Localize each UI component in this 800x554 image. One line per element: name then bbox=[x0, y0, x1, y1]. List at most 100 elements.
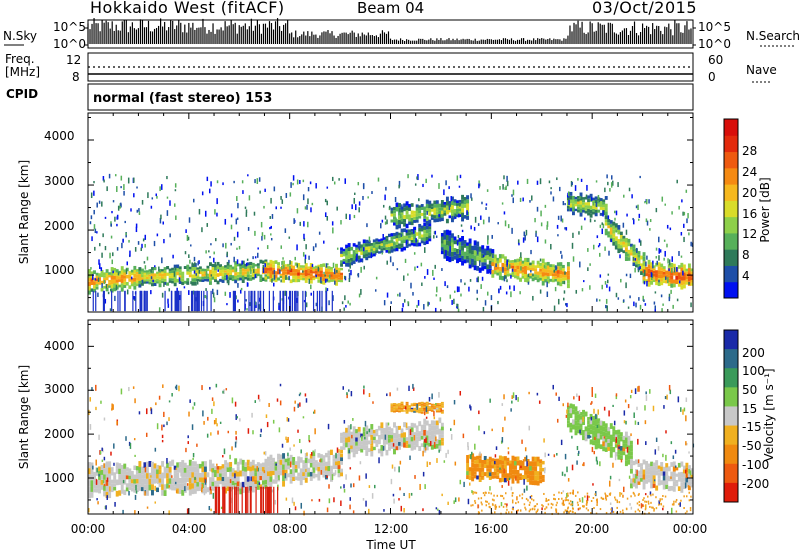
scatter-cell bbox=[572, 256, 575, 262]
heatmap-cell bbox=[387, 442, 391, 447]
scatter-cell bbox=[154, 265, 156, 268]
scatter-cell bbox=[467, 445, 469, 451]
scatter-cell bbox=[458, 497, 460, 502]
heatmap-cell bbox=[418, 210, 422, 214]
heatmap-cell bbox=[491, 258, 495, 263]
scatter-cell bbox=[283, 290, 285, 312]
heatmap-cell bbox=[93, 270, 96, 275]
heatmap-cell bbox=[110, 479, 114, 484]
scatter-cell bbox=[554, 498, 556, 501]
heatmap-cell bbox=[340, 272, 344, 276]
scatter-cell bbox=[690, 302, 692, 308]
scatter-cell bbox=[485, 500, 487, 503]
scatter-cell bbox=[103, 463, 105, 469]
scatter-cell bbox=[669, 227, 672, 231]
scatter-cell bbox=[254, 290, 256, 312]
heatmap-cell bbox=[100, 273, 104, 278]
scatter-cell bbox=[304, 393, 307, 397]
heatmap-cell bbox=[342, 439, 346, 443]
heatmap-cell bbox=[317, 264, 321, 268]
scatter-cell bbox=[524, 447, 527, 452]
scatter-cell bbox=[145, 290, 147, 312]
scatter-cell bbox=[520, 465, 522, 469]
scatter-cell bbox=[620, 492, 623, 495]
heatmap-cell bbox=[128, 472, 132, 476]
heatmap-cell bbox=[657, 482, 661, 486]
heatmap-cell bbox=[297, 456, 301, 461]
heatmap-cell bbox=[274, 470, 278, 475]
heatmap-cell bbox=[203, 271, 207, 274]
heatmap-cell bbox=[544, 272, 548, 276]
scatter-cell bbox=[577, 491, 579, 494]
scatter-cell bbox=[663, 405, 665, 409]
scatter-cell bbox=[140, 290, 142, 312]
heatmap-cell bbox=[642, 276, 646, 280]
scatter-cell bbox=[168, 510, 170, 515]
scatter-cell bbox=[515, 502, 517, 505]
scatter-cell bbox=[531, 195, 533, 201]
heatmap-cell bbox=[672, 476, 676, 482]
scatter-cell bbox=[645, 218, 648, 223]
heatmap-cell bbox=[604, 447, 608, 452]
scatter-cell bbox=[519, 291, 521, 295]
heatmap-cell bbox=[191, 461, 195, 467]
heatmap-cell bbox=[282, 267, 286, 272]
scatter-cell bbox=[612, 510, 615, 513]
heatmap-cell bbox=[337, 272, 341, 275]
heatmap-cell bbox=[221, 279, 225, 283]
heatmap-cell bbox=[176, 278, 180, 283]
scatter-cell bbox=[565, 227, 568, 231]
scatter-cell bbox=[522, 197, 524, 202]
scatter-cell bbox=[573, 396, 575, 400]
scatter-cell bbox=[407, 301, 409, 304]
scatter-cell bbox=[412, 292, 414, 296]
heatmap-cell bbox=[216, 484, 220, 488]
heatmap-cell bbox=[443, 212, 447, 216]
heatmap-cell bbox=[244, 462, 248, 467]
heatmap-cell bbox=[312, 268, 316, 272]
scatter-cell bbox=[382, 204, 385, 208]
heatmap-cell bbox=[438, 434, 442, 440]
heatmap-cell bbox=[118, 468, 122, 475]
heatmap-cell bbox=[385, 235, 389, 239]
heatmap-cell bbox=[128, 274, 132, 279]
heatmap-cell bbox=[574, 420, 578, 426]
heatmap-cell bbox=[587, 202, 591, 206]
heatmap-cell bbox=[589, 429, 593, 435]
heatmap-cell bbox=[687, 276, 691, 282]
heatmap-cell bbox=[282, 464, 286, 470]
heatmap-cell bbox=[95, 286, 99, 290]
heatmap-cell bbox=[299, 457, 303, 463]
heatmap-cell bbox=[549, 270, 553, 273]
scatter-cell bbox=[418, 198, 420, 202]
heatmap-cell bbox=[103, 275, 107, 278]
heatmap-cell bbox=[214, 466, 217, 470]
heatmap-cell bbox=[234, 264, 238, 269]
scatter-cell bbox=[643, 299, 645, 302]
heatmap-cell bbox=[635, 251, 638, 255]
scatter-cell bbox=[223, 448, 226, 455]
scatter-cell bbox=[436, 458, 438, 463]
scatter-cell bbox=[166, 457, 168, 464]
heatmap-cell bbox=[471, 471, 475, 477]
heatmap-cell bbox=[269, 270, 273, 275]
scatter-cell bbox=[645, 395, 648, 401]
scatter-cell bbox=[481, 509, 483, 512]
heatmap-cell bbox=[395, 438, 399, 443]
heatmap-cell bbox=[118, 279, 122, 282]
heatmap-cell bbox=[445, 205, 449, 210]
heatmap-cell bbox=[168, 270, 172, 274]
heatmap-cell bbox=[352, 441, 356, 447]
scatter-cell bbox=[102, 480, 105, 484]
scatter-cell bbox=[123, 190, 125, 196]
scatter-cell bbox=[186, 483, 189, 486]
scatter-cell bbox=[686, 218, 688, 224]
scatter-cell bbox=[581, 288, 584, 292]
scatter-cell bbox=[157, 479, 159, 485]
scatter-cell bbox=[229, 292, 231, 298]
scatter-cell bbox=[117, 205, 120, 211]
scatter-cell bbox=[591, 387, 593, 393]
heatmap-cell bbox=[690, 282, 694, 286]
heatmap-cell bbox=[256, 270, 260, 274]
heatmap-cell bbox=[453, 251, 457, 256]
